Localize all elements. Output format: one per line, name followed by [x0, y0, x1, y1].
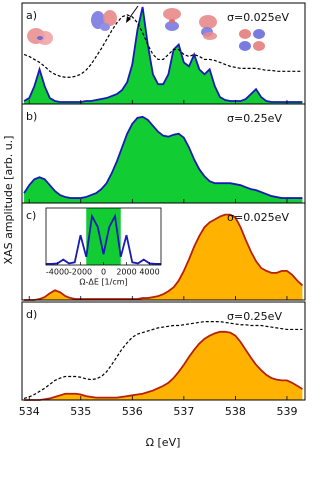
- orbital-icon: [163, 8, 181, 31]
- annotation: σ=0.025eV: [227, 11, 289, 24]
- dashed-line: [23, 14, 303, 78]
- arrow-head: [126, 16, 131, 23]
- line: [24, 213, 304, 301]
- panel-frame: [21, 202, 306, 301]
- x-tick-label: 536: [122, 405, 143, 418]
- orbital-icon: [199, 15, 217, 40]
- x-tick-label: 538: [225, 405, 246, 418]
- line: [24, 330, 303, 401]
- figure: XAS amplitude [arb. u.] Ω [eV] a) σ=0.025…: [2, 2, 306, 449]
- x-tick-label: 4000: [139, 268, 159, 277]
- y-axis-label: XAS amplitude [arb. u.]: [2, 136, 15, 265]
- panel-frame: [21, 301, 306, 401]
- panel-label: c): [26, 209, 36, 222]
- inset-frame: [45, 207, 162, 266]
- orbital-icon: [27, 28, 53, 45]
- annotation: σ=0.025eV: [227, 211, 289, 224]
- area: [24, 116, 303, 203]
- panel-label: d): [26, 308, 37, 321]
- x-tick-label: -2000: [69, 268, 92, 277]
- x-tick-label: 537: [173, 405, 194, 418]
- panel-label: a): [26, 9, 37, 22]
- inset-x-label: Ω-ΔE [1/cm]: [79, 278, 127, 287]
- x-tick-label: 535: [70, 405, 91, 418]
- x-axis-label: Ω [eV]: [146, 436, 181, 449]
- annotation: σ=0.25eV: [227, 112, 282, 125]
- x-tick-label: -4000: [46, 268, 69, 277]
- area: [24, 331, 303, 400]
- line: [23, 6, 303, 103]
- annotation: σ=0.25eV: [227, 310, 282, 323]
- dashed-line: [23, 321, 303, 400]
- line: [23, 115, 303, 199]
- orbital-icons: [27, 5, 265, 51]
- line: [46, 213, 161, 265]
- orbital-icon: [239, 29, 265, 51]
- arrow: [127, 5, 139, 21]
- x-tick-label: 2000: [116, 268, 136, 277]
- orbital-icon: [91, 10, 117, 31]
- area: [24, 214, 303, 300]
- x-tick-label: 0: [101, 268, 106, 277]
- x-tick-label: 534: [19, 405, 40, 418]
- x-tick-label: 539: [276, 405, 297, 418]
- panel-label: b): [26, 110, 37, 123]
